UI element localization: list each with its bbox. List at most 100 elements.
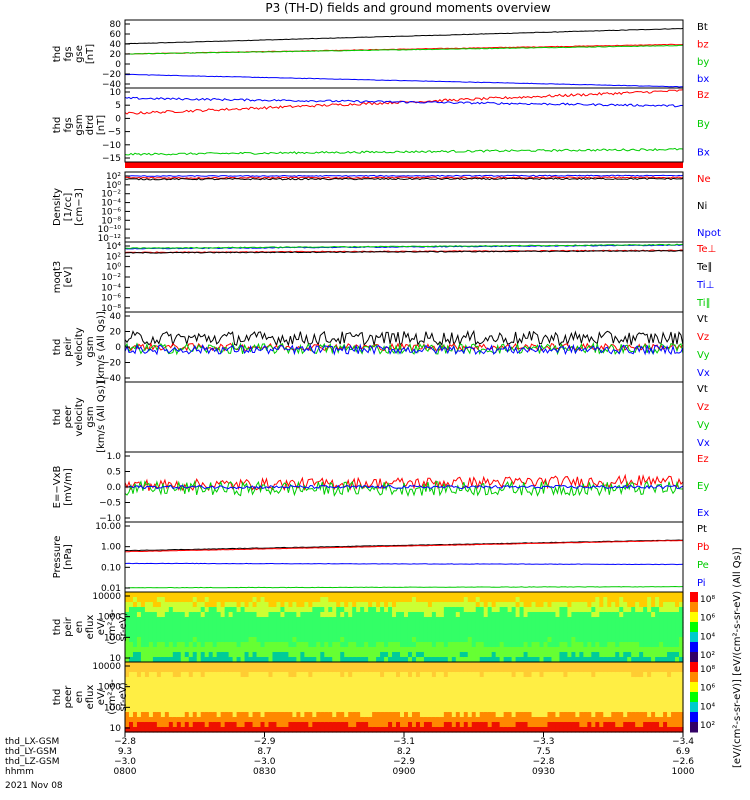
- spectrogram-cell: [471, 697, 477, 703]
- separator-bar: [125, 162, 683, 168]
- x-tick-label: 6.9: [676, 747, 691, 757]
- spectrogram-cell: [304, 717, 309, 723]
- spectrogram-cell: [579, 602, 584, 608]
- spectrogram-cell: [352, 717, 357, 723]
- spectrogram-cell: [272, 622, 278, 628]
- spectrogram-cell: [224, 632, 230, 638]
- spectrogram-cell: [531, 672, 537, 678]
- spectrogram-cell: [415, 622, 421, 628]
- spectrogram-cell: [196, 642, 202, 648]
- spectrogram-cell: [156, 707, 162, 713]
- spectrogram-cell: [427, 607, 433, 613]
- colorbar-segment: [690, 592, 698, 603]
- spectrogram-cell: [655, 717, 660, 723]
- spectrogram-cell: [631, 712, 636, 718]
- spectrogram-cell: [348, 612, 353, 618]
- spectrogram-cell: [156, 657, 162, 663]
- spectrogram-cell: [380, 662, 385, 668]
- spectrogram-cell: [360, 662, 365, 668]
- spectrogram-cell: [344, 662, 349, 668]
- spectrogram-cell: [184, 627, 190, 633]
- spectrogram-cell: [539, 652, 545, 658]
- spectrogram-cell: [288, 632, 293, 638]
- spectrogram-cell: [535, 602, 541, 608]
- spectrogram-cell: [535, 622, 541, 628]
- spectrogram-cell: [236, 697, 242, 703]
- spectrogram-cell: [615, 617, 620, 623]
- spectrogram-cell: [647, 602, 652, 608]
- spectrogram-cell: [264, 692, 270, 698]
- spectrogram-cell: [651, 637, 656, 643]
- spectrogram-cell: [244, 632, 250, 638]
- spectrogram-cell: [300, 707, 305, 713]
- spectrogram-cell: [467, 682, 473, 688]
- spectrogram-cell: [252, 712, 258, 718]
- spectrogram-cell: [415, 652, 421, 658]
- spectrogram-cell: [643, 662, 648, 668]
- spectrogram-cell: [527, 727, 533, 733]
- spectrogram-cell: [316, 707, 321, 713]
- spectrogram-cell: [663, 617, 668, 623]
- spectrogram-cell: [527, 607, 533, 613]
- spectrogram-cell: [495, 717, 501, 723]
- spectrogram-cell: [447, 722, 453, 728]
- spectrogram-cell: [292, 727, 297, 733]
- spectrogram-cell: [511, 647, 517, 653]
- spectrogram-cell: [192, 627, 198, 633]
- spectrogram-cell: [535, 657, 541, 663]
- spectrogram-cell: [539, 647, 545, 653]
- spectrogram-cell: [276, 642, 282, 648]
- spectrogram-cell: [527, 717, 533, 723]
- spectrogram-cell: [260, 707, 266, 713]
- spectrogram-cell: [144, 707, 150, 713]
- spectrogram-cell: [543, 677, 549, 683]
- spectrogram-cell: [595, 702, 600, 708]
- spectrogram-cell: [160, 662, 166, 668]
- spectrogram-cell: [499, 722, 505, 728]
- spectrogram-cell: [407, 687, 413, 693]
- spectrogram-cell: [280, 652, 286, 658]
- spectrogram-cell: [240, 702, 246, 708]
- spectrogram-cell: [551, 707, 557, 713]
- spectrogram-cell: [443, 677, 449, 683]
- spectrogram-cell: [384, 632, 389, 638]
- spectrogram-cell: [607, 687, 612, 693]
- y-tick-label: 10⁻⁶: [101, 207, 121, 217]
- spectrogram-cell: [364, 717, 369, 723]
- spectrogram-cell: [443, 687, 449, 693]
- spectrogram-cell: [300, 652, 305, 658]
- spectrogram-cell: [535, 692, 541, 698]
- spectrogram-cell: [172, 632, 178, 638]
- spectrogram-cell: [547, 607, 553, 613]
- spectrogram-cell: [356, 667, 361, 673]
- spectrogram-cell: [443, 697, 449, 703]
- spectrogram-cell: [587, 677, 592, 683]
- spectrogram-cell: [360, 657, 365, 663]
- spectrogram-cell: [659, 707, 664, 713]
- spectrogram-cell: [336, 722, 341, 728]
- spectrogram-cell: [495, 697, 501, 703]
- y-tick-label: −0.5: [99, 499, 121, 509]
- spectrogram-cell: [228, 627, 234, 633]
- spectrogram-cell: [591, 592, 596, 598]
- spectrogram-cell: [679, 717, 684, 723]
- spectrogram-cell: [623, 687, 628, 693]
- spectrogram-cell: [479, 727, 485, 733]
- spectrogram-cell: [252, 692, 258, 698]
- spectrogram-cell: [356, 642, 361, 648]
- spectrogram-cell: [368, 667, 373, 673]
- spectrogram-cell: [451, 612, 457, 618]
- spectrogram-cell: [591, 722, 596, 728]
- spectrogram-cell: [284, 597, 290, 603]
- spectrogram-cell: [583, 612, 588, 618]
- spectrogram-cell: [511, 622, 517, 628]
- spectrogram-cell: [579, 697, 584, 703]
- spectrogram-cell: [503, 672, 509, 678]
- spectrogram-cell: [471, 702, 477, 708]
- spectrogram-cell: [256, 657, 262, 663]
- spectrogram-cell: [447, 672, 453, 678]
- spectrogram-cell: [216, 717, 222, 723]
- spectrogram-cell: [511, 717, 517, 723]
- y-tick-label: 100: [104, 633, 121, 643]
- spectrogram-cell: [587, 657, 592, 663]
